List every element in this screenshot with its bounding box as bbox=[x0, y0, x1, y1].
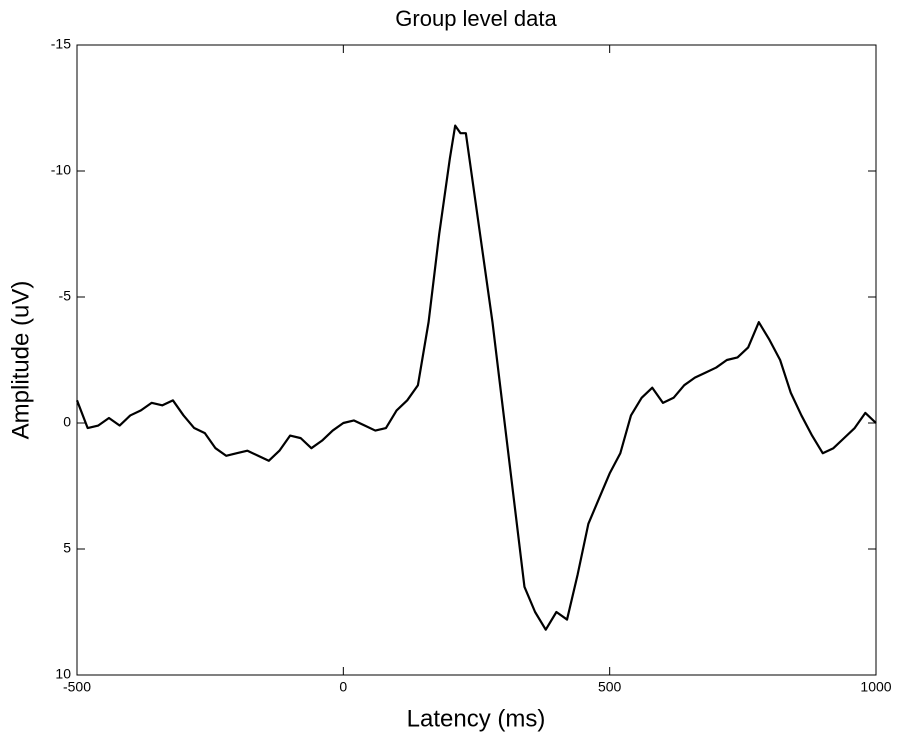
chart-title: Group level data bbox=[395, 6, 557, 31]
y-tick-label: -5 bbox=[59, 288, 72, 304]
y-tick-label: -10 bbox=[51, 162, 71, 178]
x-tick-label: 0 bbox=[339, 679, 347, 695]
y-tick-label: -15 bbox=[51, 36, 71, 52]
x-tick-label: 1000 bbox=[860, 679, 891, 695]
x-tick-label: 500 bbox=[598, 679, 622, 695]
data-line bbox=[75, 124, 877, 631]
y-tick-label: 10 bbox=[55, 666, 71, 682]
x-tick-label: -500 bbox=[63, 679, 91, 695]
plot-frame bbox=[76, 44, 877, 676]
y-tick-label: 0 bbox=[63, 414, 71, 430]
y-tick-label: 5 bbox=[63, 540, 71, 556]
y-axis-label: Amplitude (uV) bbox=[7, 281, 34, 440]
x-axis-label: Latency (ms) bbox=[407, 705, 546, 732]
